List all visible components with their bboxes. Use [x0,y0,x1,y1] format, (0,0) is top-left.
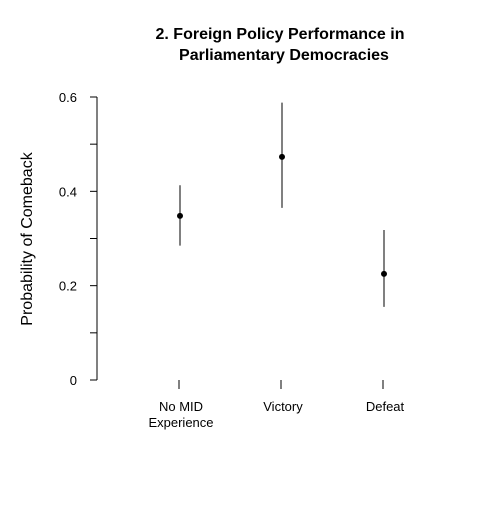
data-point [381,270,387,277]
chart-title-line-2: Parliamentary Democracies [179,47,389,64]
y-tick-label: 0.6 [59,90,77,105]
x-tick-label: No MID [159,399,203,414]
data-point [177,212,183,219]
x-tick-label: Defeat [366,399,405,414]
chart-marks [177,102,387,307]
y-tick-label: 0.4 [59,184,77,199]
data-point [279,153,285,160]
chart-title-line-1: 2. Foreign Policy Performance in [156,26,405,43]
y-tick-label: 0 [70,373,77,388]
y-tick-label: 0.2 [59,279,77,294]
y-axis-label: Probability of Comeback [19,151,36,325]
x-tick-label: Experience [148,415,213,430]
x-tick-label: Victory [263,399,303,414]
